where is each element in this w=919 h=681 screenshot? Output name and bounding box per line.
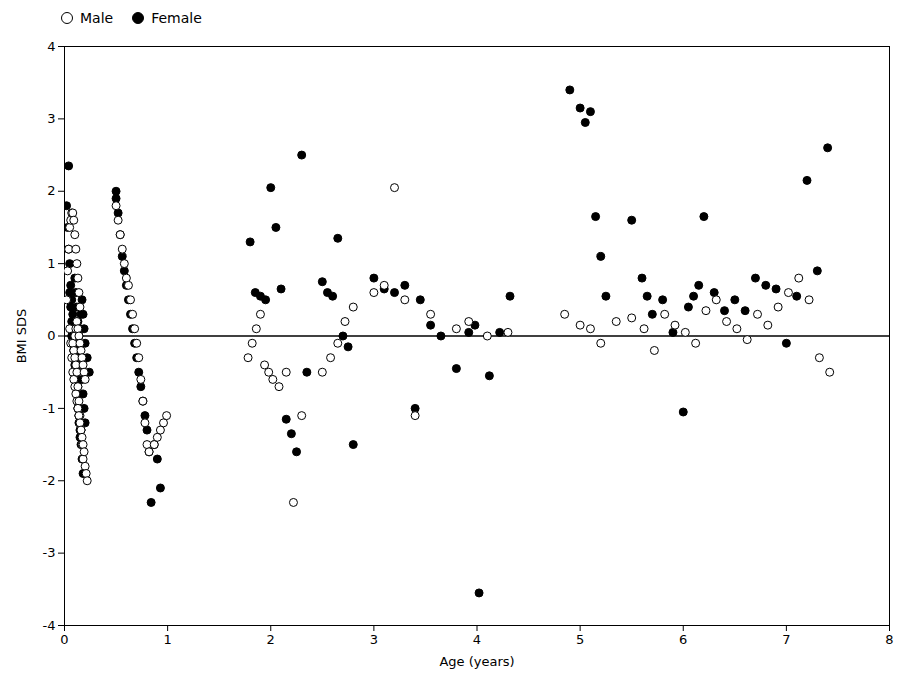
svg-text:-1: -1	[43, 401, 56, 416]
svg-text:3: 3	[47, 111, 55, 126]
svg-text:4: 4	[47, 39, 55, 54]
svg-text:-3: -3	[43, 545, 56, 560]
svg-text:1: 1	[163, 632, 171, 647]
svg-text:1: 1	[47, 256, 55, 271]
svg-text:3: 3	[370, 632, 378, 647]
svg-text:5: 5	[576, 632, 584, 647]
svg-text:2: 2	[47, 183, 55, 198]
svg-text:2: 2	[267, 632, 275, 647]
html-text:Male: Male	[80, 10, 114, 26]
svg-text:6: 6	[679, 632, 687, 647]
svg-text:Age (years): Age (years)	[439, 654, 514, 669]
svg-text:BMI SDS: BMI SDS	[14, 309, 29, 364]
svg-text:0: 0	[47, 328, 55, 343]
html-text:Female: Female	[151, 10, 202, 26]
svg-text:0: 0	[60, 632, 68, 647]
svg-text:4: 4	[473, 632, 481, 647]
svg-text:8: 8	[885, 632, 893, 647]
svg-text:-2: -2	[43, 473, 56, 488]
svg-text:7: 7	[782, 632, 790, 647]
svg-text:-4: -4	[43, 618, 56, 633]
